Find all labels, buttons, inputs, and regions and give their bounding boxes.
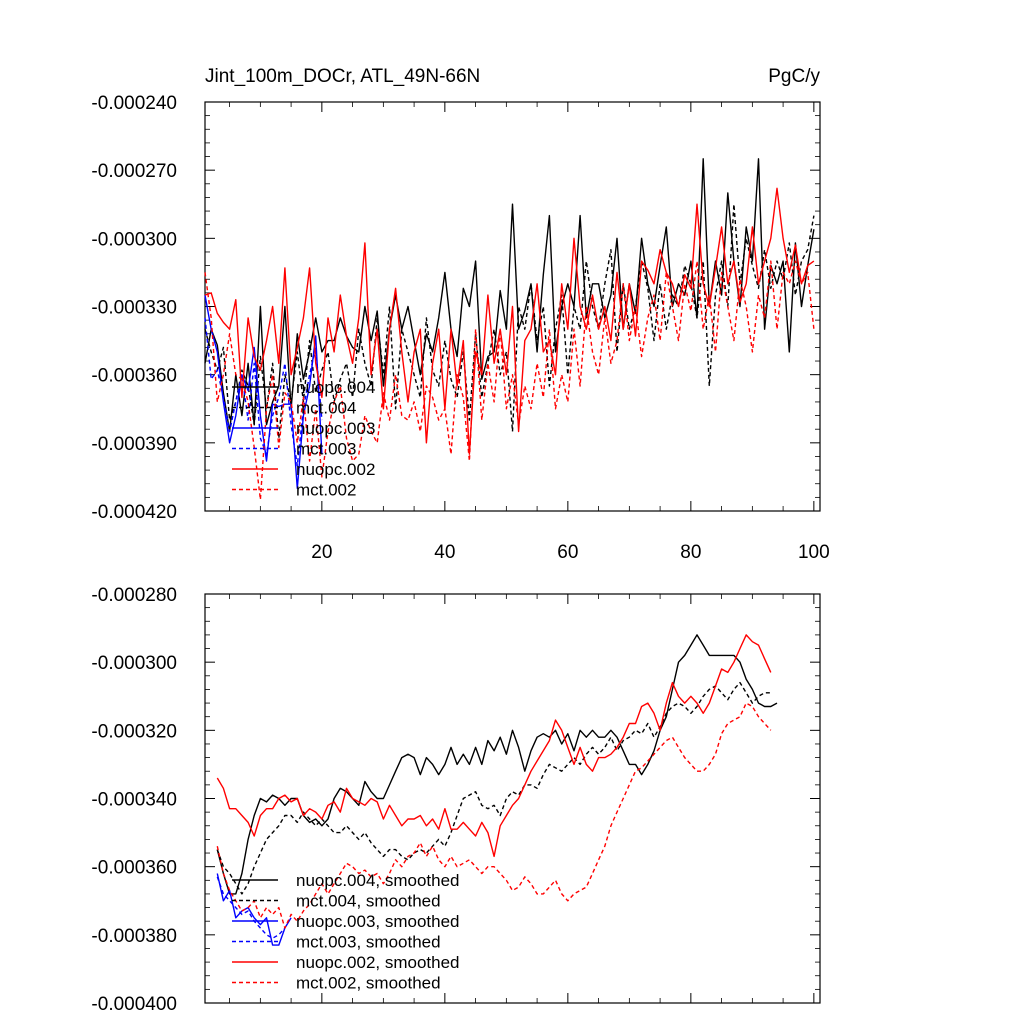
top-panel: -0.000240 -0.000270 -0.000300 -0.000330 -0.0… [91, 93, 829, 563]
legend-label: nuopc.002 [296, 460, 375, 479]
legend-label: mct.003, smoothed [296, 933, 441, 952]
legend-label: mct.002 [296, 481, 356, 500]
y-tick-label: -0.000390 [91, 434, 177, 455]
x-tick-label: 60 [557, 542, 578, 563]
bottom-panel: -0.000280 -0.000300 -0.000320 -0.000340 -0.0… [91, 585, 821, 1015]
legend-label: nuopc.003 [296, 419, 375, 438]
legend-label: mct.003 [296, 440, 356, 459]
legend-label: nuopc.004 [296, 378, 375, 397]
y-tick-label: -0.000380 [91, 926, 177, 947]
chart-title: Jint_100m_DOCr, ATL_49N-66N [205, 66, 480, 87]
chart-units: PgC/y [768, 66, 820, 87]
y-tick-label: -0.000330 [91, 298, 177, 319]
y-tick-label: -0.000300 [91, 229, 177, 250]
y-tick-label: -0.000270 [91, 161, 177, 182]
x-tick-label: 20 [311, 542, 332, 563]
legend-label: nuopc.004, smoothed [296, 871, 460, 890]
series-line-mct-004 [204, 203, 815, 439]
series-line-mct-002-smoothed [216, 702, 772, 929]
legend-label: mct.004, smoothed [296, 892, 441, 911]
series-line-nuopc-003 [204, 294, 323, 489]
series-line-nuopc-002-smoothed [216, 634, 772, 858]
legend-label: nuopc.003, smoothed [296, 912, 460, 931]
legend-label: mct.004 [296, 399, 356, 418]
y-tick-label: -0.000280 [91, 585, 177, 606]
y-tick-label: -0.000320 [91, 721, 177, 742]
x-tick-label: 80 [680, 542, 701, 563]
series-line-mct-003-smoothed [216, 876, 286, 939]
y-tick-label: -0.000400 [91, 994, 177, 1015]
y-tick-label: -0.000300 [91, 653, 177, 674]
y-tick-label: -0.000340 [91, 790, 177, 811]
series-line-nuopc-003-smoothed [216, 873, 292, 946]
y-tick-label: -0.000240 [91, 93, 177, 114]
x-tick-label: 40 [434, 542, 455, 563]
series-line-mct-004-smoothed [216, 681, 771, 895]
y-tick-label: -0.000360 [91, 366, 177, 387]
y-tick-label: -0.000360 [91, 858, 177, 879]
x-tick-label: 100 [798, 542, 830, 563]
series-line-nuopc-004-smoothed [216, 634, 778, 895]
y-tick-label: -0.000420 [91, 502, 177, 523]
legend-label: mct.002, smoothed [296, 974, 441, 993]
legend-label: nuopc.002, smoothed [296, 953, 460, 972]
series-line-nuopc-002 [204, 187, 815, 455]
